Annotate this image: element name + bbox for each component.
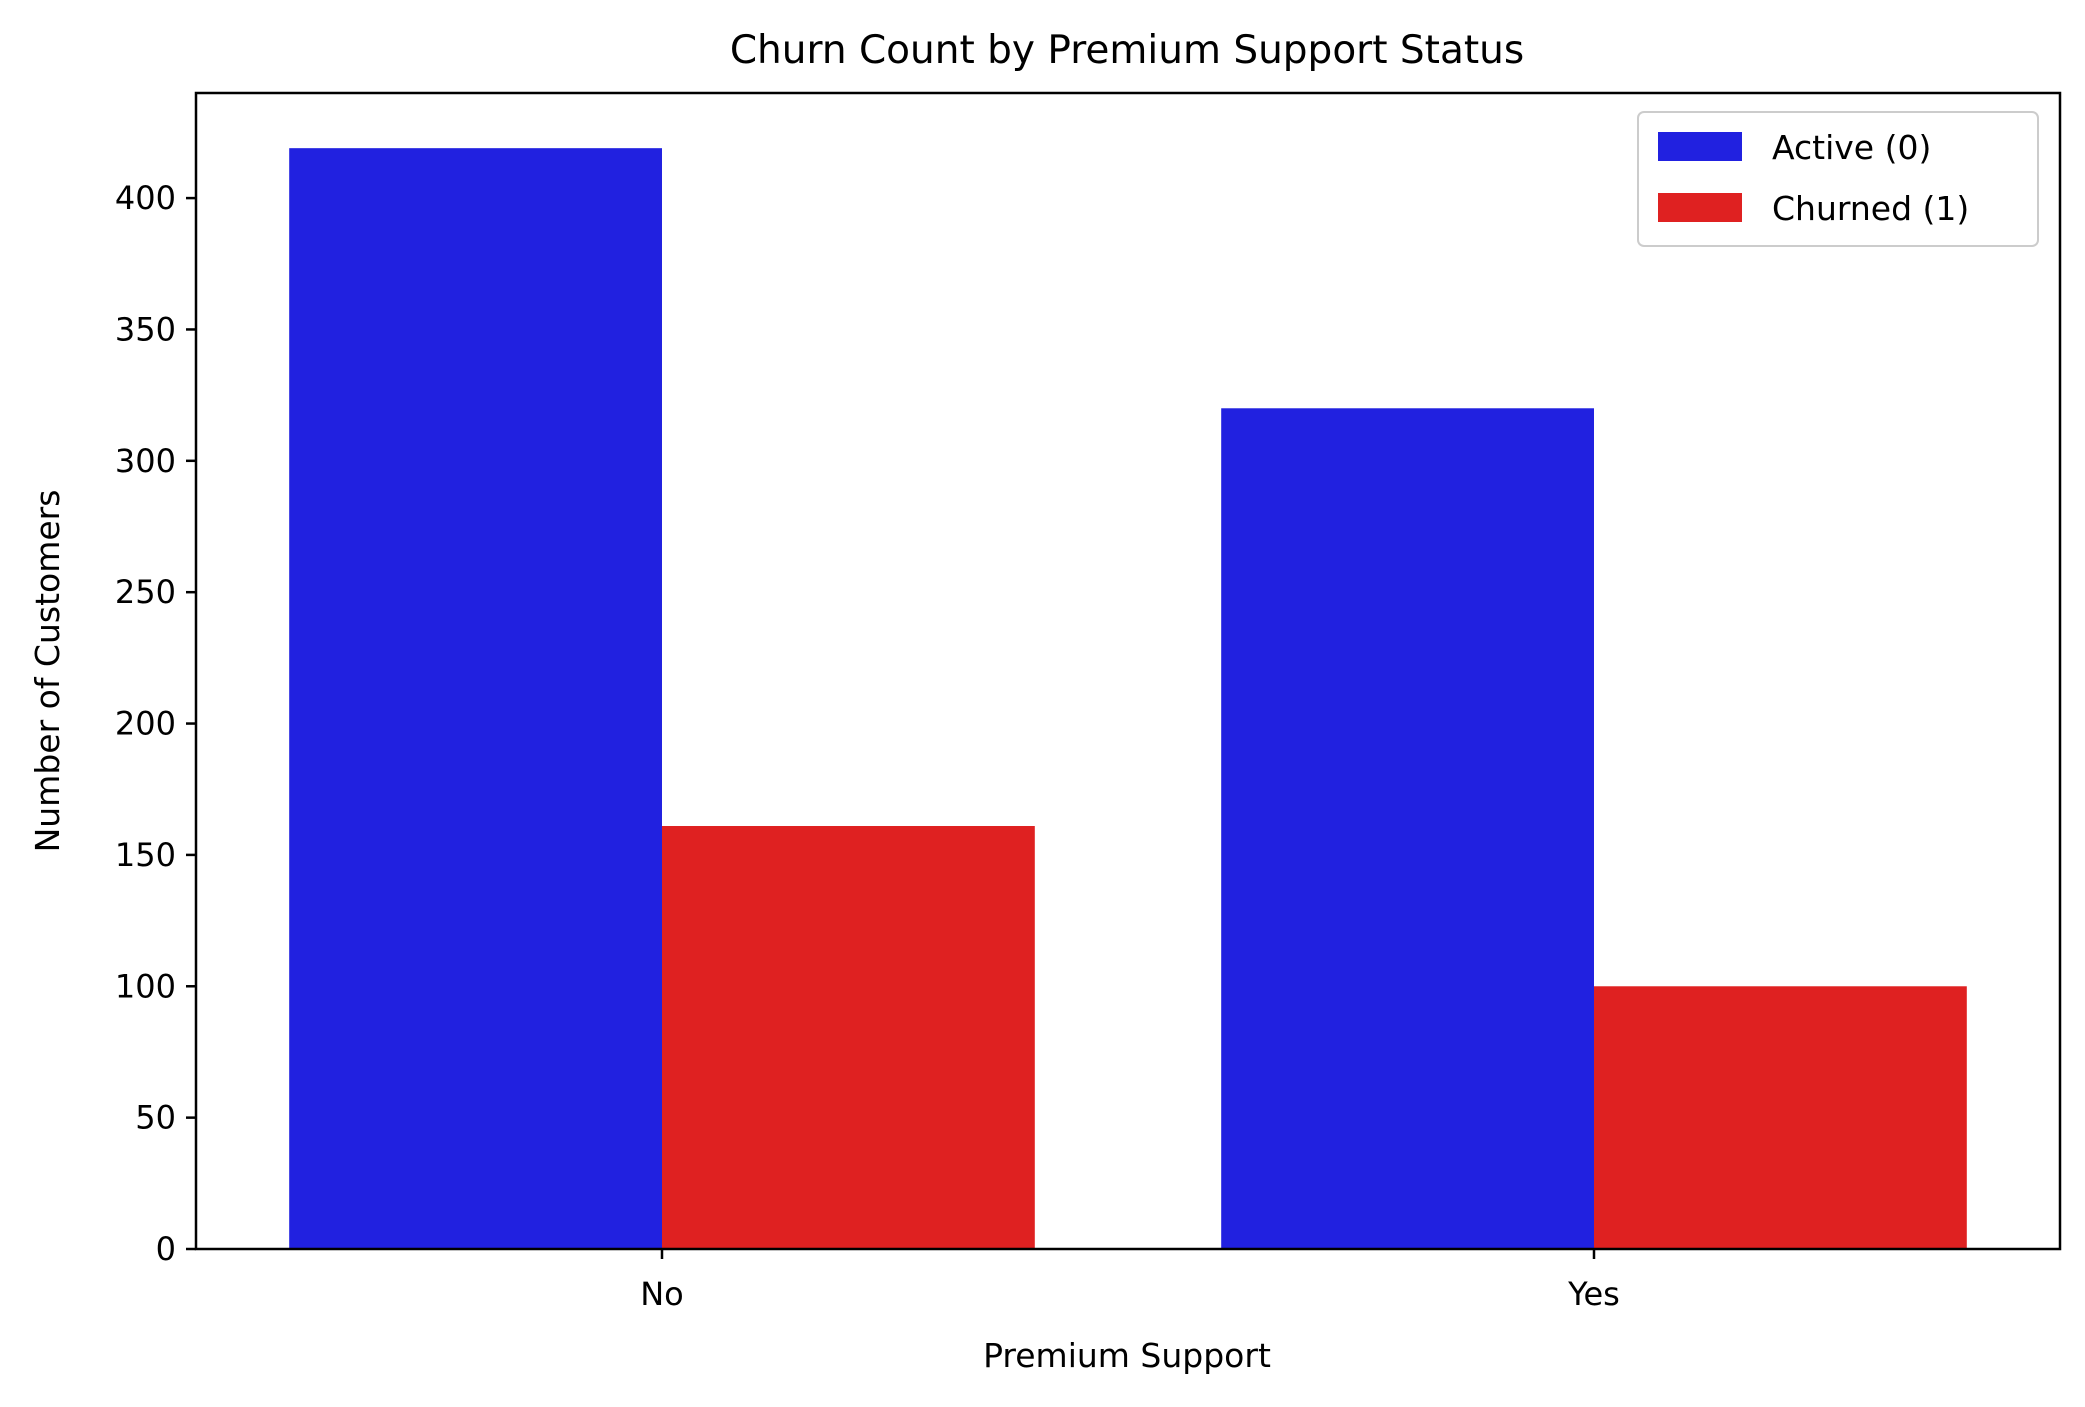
bar-yes-churned [1594,986,1967,1249]
x-axis-ticks: No Yes [640,1249,1620,1313]
bar-no-churned [662,826,1035,1249]
y-axis-ticks: 0 50 100 150 200 250 300 350 400 [115,179,196,1268]
y-tick-label: 200 [115,705,176,743]
y-tick-label: 50 [135,1099,176,1137]
y-tick-label: 100 [115,967,176,1005]
chart-title: Churn Count by Premium Support Status [730,28,1524,73]
y-tick-label: 400 [115,179,176,217]
legend: Active (0) Churned (1) [1637,111,2039,247]
bar-no-active [289,148,662,1249]
bar-yes-active [1221,408,1594,1250]
plot-area-frame [194,91,2062,1251]
legend-label-active: Active (0) [1772,128,1931,167]
y-axis-label: Number of Customers [28,490,67,853]
y-tick-label: 300 [115,442,176,480]
bars-layer [289,148,1967,1250]
x-tick-label: No [640,1275,684,1313]
y-tick-label: 0 [156,1230,176,1268]
y-tick-label: 150 [115,836,176,874]
y-tick-label: 350 [115,310,176,348]
x-tick-label: Yes [1567,1275,1620,1313]
y-tick-label: 250 [115,573,176,611]
legend-swatch-active [1658,132,1742,161]
legend-swatch-churned [1658,193,1742,222]
legend-label-churned: Churned (1) [1772,189,1969,228]
x-axis-label: Premium Support [983,1336,1271,1375]
